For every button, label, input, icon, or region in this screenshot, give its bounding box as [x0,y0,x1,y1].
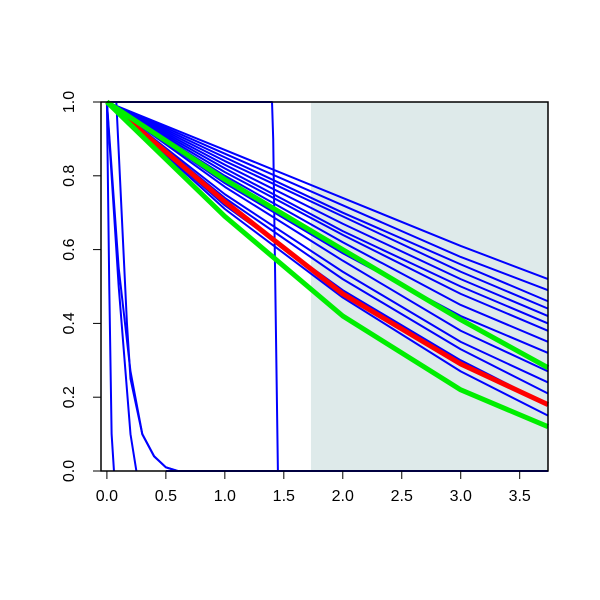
curve [106,101,549,292]
x-tick-label: 0.5 [155,488,177,505]
y-tick-label: 0.8 [61,165,78,187]
curve [106,101,549,317]
y-tick-label: 1.0 [61,91,78,113]
curve [105,100,550,407]
x-tick-label: 2.0 [332,488,354,505]
curve [106,101,549,310]
x-tick-label: 1.5 [273,488,295,505]
x-tick-label: 1.0 [214,488,236,505]
x-tick-label: 3.0 [450,488,472,505]
curve [106,101,549,373]
x-tick-label: 2.5 [391,488,413,505]
y-tick-label: 0.0 [61,460,78,482]
curve [106,101,549,332]
x-tick-label: 3.5 [509,488,531,505]
curve [115,101,178,472]
curve [105,100,549,430]
curve [106,101,549,325]
y-tick-label: 0.6 [61,238,78,260]
plot-frame [100,101,549,472]
curve [106,101,549,417]
y-tick-label: 0.4 [61,312,78,334]
curve [105,101,115,472]
curve [106,101,549,303]
y-tick-label: 0.2 [61,386,78,408]
curve [106,101,549,384]
curve [106,101,549,281]
curve [105,99,550,370]
x-tick-label: 0.0 [96,488,118,505]
